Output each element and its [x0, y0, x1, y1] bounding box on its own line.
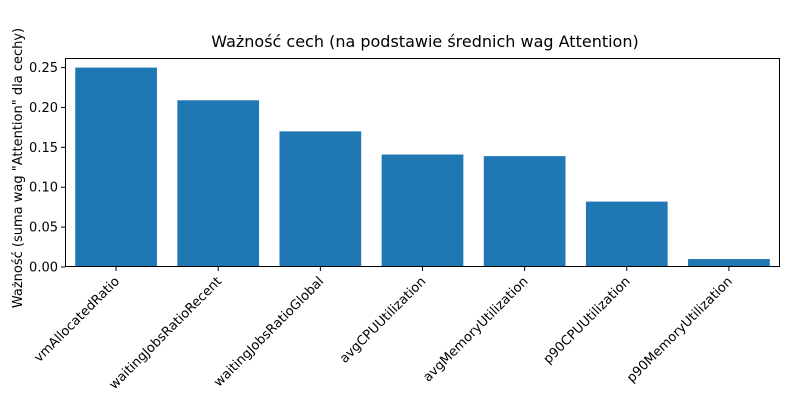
x-tick-label: waitingJobsRatioGlobal	[211, 274, 327, 390]
bar-avgMemoryUtilization	[483, 156, 566, 267]
x-tick-label: p90CPUUtilization	[541, 274, 634, 367]
chart-title: Ważność cech (na podstawie średnich wag …	[211, 32, 638, 51]
bar-avgCPUUtilization	[381, 154, 464, 267]
bar-p90MemoryUtilization	[688, 259, 770, 267]
bar-p90CPUUtilization	[585, 201, 668, 267]
x-axis-ticks: vmAllocatedRatiowaitingJobsRatioRecentwa…	[31, 267, 736, 393]
y-tick-label: 0.15	[29, 141, 58, 156]
x-tick-label: p90MemoryUtilization	[624, 274, 736, 386]
y-tick-label: 0.10	[29, 181, 58, 196]
y-axis-ticks: 0.00 0.05 0.10 0.15 0.20 0.25	[29, 61, 65, 276]
x-tick-label: avgCPUUtilization	[337, 274, 429, 366]
y-axis-label: Ważność (suma wag "Attention" dla cechy)	[11, 28, 26, 308]
y-tick-label: 0.00	[29, 261, 58, 276]
x-tick-label: avgMemoryUtilization	[421, 274, 532, 385]
x-tick-label: vmAllocatedRatio	[31, 274, 122, 365]
y-tick-label: 0.20	[29, 101, 58, 116]
bar-waitingJobsRatioGlobal	[279, 131, 362, 267]
y-tick-label: 0.05	[29, 221, 58, 236]
plot-frame	[65, 58, 780, 267]
y-tick-label: 0.25	[29, 61, 58, 76]
x-tick-label: waitingJobsRatioRecent	[107, 274, 225, 392]
bar-waitingJobsRatioRecent	[177, 100, 260, 267]
bars-group	[75, 67, 770, 268]
bar-vmAllocatedRatio	[75, 67, 157, 268]
